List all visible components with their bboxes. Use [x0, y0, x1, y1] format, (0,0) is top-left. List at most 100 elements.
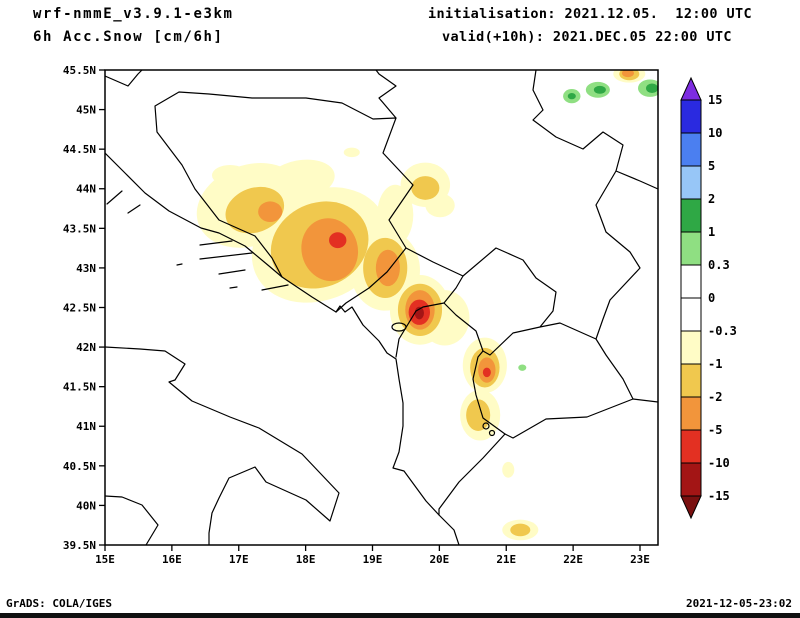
colorbar-segment	[680, 99, 702, 134]
colorbar-segment	[680, 462, 702, 497]
snow-region	[343, 147, 360, 158]
island-brac	[199, 240, 233, 246]
y-tick-label: 41N	[76, 420, 96, 433]
x-tick-label: 17E	[229, 553, 249, 566]
valid-time-label: valid(+10h): 2021.DEC.05 22:00 UTC	[442, 29, 732, 45]
colorbar-segment	[680, 396, 702, 431]
snow-region	[593, 85, 606, 94]
map-lines-layer	[105, 70, 658, 545]
snow-region	[411, 176, 440, 200]
snow-region	[567, 92, 576, 100]
colorbar-label: 15	[708, 93, 722, 107]
border-albania-macedonia	[472, 350, 506, 435]
island-kornati	[127, 204, 141, 214]
colorbar-label: -1	[708, 357, 722, 371]
x-tick-label: 18E	[296, 553, 316, 566]
snow-region	[425, 193, 455, 218]
colorbar-segment	[680, 231, 702, 266]
x-tick-label: 22E	[563, 553, 583, 566]
y-tick-label: 42N	[76, 341, 96, 354]
y-tick-label: 45N	[76, 104, 96, 117]
island-dugi-otok	[106, 190, 123, 205]
snow-region	[502, 461, 515, 478]
island-mljet	[261, 284, 289, 291]
snow-region	[646, 83, 658, 93]
colorbar: 15 10 5 2 1 0.3 0 -0.3 -1 -2 -5 -10 -15	[680, 76, 737, 520]
border-macedonia-greece	[504, 398, 658, 439]
grads-credit: GrADS: COLA/IGES	[6, 597, 112, 610]
coastline-italy-adriatic	[105, 346, 340, 545]
snow-region	[375, 249, 400, 287]
snow-region	[258, 201, 283, 222]
colorbar-label: -0.3	[708, 324, 737, 338]
border-serbia-bulgaria	[595, 170, 641, 400]
y-tick-label: 40.5N	[63, 460, 96, 473]
border-bosnia	[154, 91, 414, 313]
snow-region	[212, 164, 249, 186]
colorbar-segment	[680, 429, 702, 464]
y-tick-label: 41.5N	[63, 381, 96, 394]
border-serbia-romania	[532, 70, 658, 190]
border-montenegro-albania	[395, 302, 445, 358]
colorbar-label: 2	[708, 192, 715, 206]
colorbar-label: 0	[708, 291, 715, 305]
x-tick-label: 19E	[363, 553, 383, 566]
border-kosovo	[443, 247, 557, 356]
island-korcula	[218, 269, 246, 275]
creation-timestamp: 2021-12-05-23:02	[686, 597, 792, 610]
colorbar-label: -15	[708, 489, 730, 503]
y-tick-label: 39.5N	[63, 539, 96, 552]
snow-region	[377, 184, 414, 245]
colorbar-segment	[680, 165, 702, 200]
border-albania-greece	[438, 433, 506, 516]
x-tick-label: 15E	[95, 553, 115, 566]
border-serbia-macedonia	[539, 322, 597, 340]
colorbar-segment	[680, 363, 702, 398]
colorbar-segment	[680, 297, 702, 332]
y-tick-label: 43N	[76, 262, 96, 275]
border-slovenia-croatia	[105, 70, 143, 87]
colorbar-arrow-up	[680, 76, 702, 101]
snow-region	[621, 70, 634, 78]
axis-ticks-layer: 15E 16E 17E 18E 19E 20E 21E 22E 23E 45.5N 45N 44.5N…	[63, 64, 650, 566]
border-croatia-serbia	[375, 70, 397, 119]
y-tick-label: 43.5N	[63, 222, 96, 235]
snow-region	[265, 159, 335, 201]
y-tick-label: 44.5N	[63, 143, 96, 156]
coastline-italy-tyrrhenian	[105, 495, 159, 545]
island-hvar	[199, 252, 253, 260]
colorbar-segment	[680, 330, 702, 365]
coastline-east-adriatic	[105, 152, 460, 545]
lake-scutari	[391, 322, 407, 332]
x-tick-label: 16E	[162, 553, 182, 566]
snow-shading-layer	[196, 70, 658, 541]
snow-region	[510, 523, 531, 537]
y-tick-label: 44N	[76, 183, 96, 196]
colorbar-arrow-down	[680, 495, 702, 520]
colorbar-label: -10	[708, 456, 730, 470]
bottom-bar	[0, 613, 800, 618]
y-tick-label: 42.5N	[63, 301, 96, 314]
snow-region	[329, 232, 347, 249]
colorbar-label: 0.3	[708, 258, 730, 272]
colorbar-label: 1	[708, 225, 715, 239]
colorbar-label: -2	[708, 390, 722, 404]
x-tick-label: 20E	[429, 553, 449, 566]
init-time-label: initialisation: 2021.12.05. 12:00 UTC	[428, 6, 753, 22]
colorbar-label: -5	[708, 423, 722, 437]
colorbar-label: 5	[708, 159, 715, 173]
snow-region	[482, 367, 491, 378]
y-tick-label: 45.5N	[63, 64, 96, 77]
model-title: wrf-nmmE_v3.9.1-e3km	[33, 6, 234, 22]
island-vis	[176, 263, 183, 266]
colorbar-segment	[680, 198, 702, 233]
colorbar-segment	[680, 264, 702, 299]
y-tick-label: 40N	[76, 499, 96, 512]
colorbar-segment	[680, 132, 702, 167]
x-tick-label: 23E	[630, 553, 650, 566]
lake-prespa	[488, 429, 496, 437]
product-title: 6h Acc.Snow [cm/6h]	[33, 29, 224, 45]
snow-region	[301, 218, 359, 282]
